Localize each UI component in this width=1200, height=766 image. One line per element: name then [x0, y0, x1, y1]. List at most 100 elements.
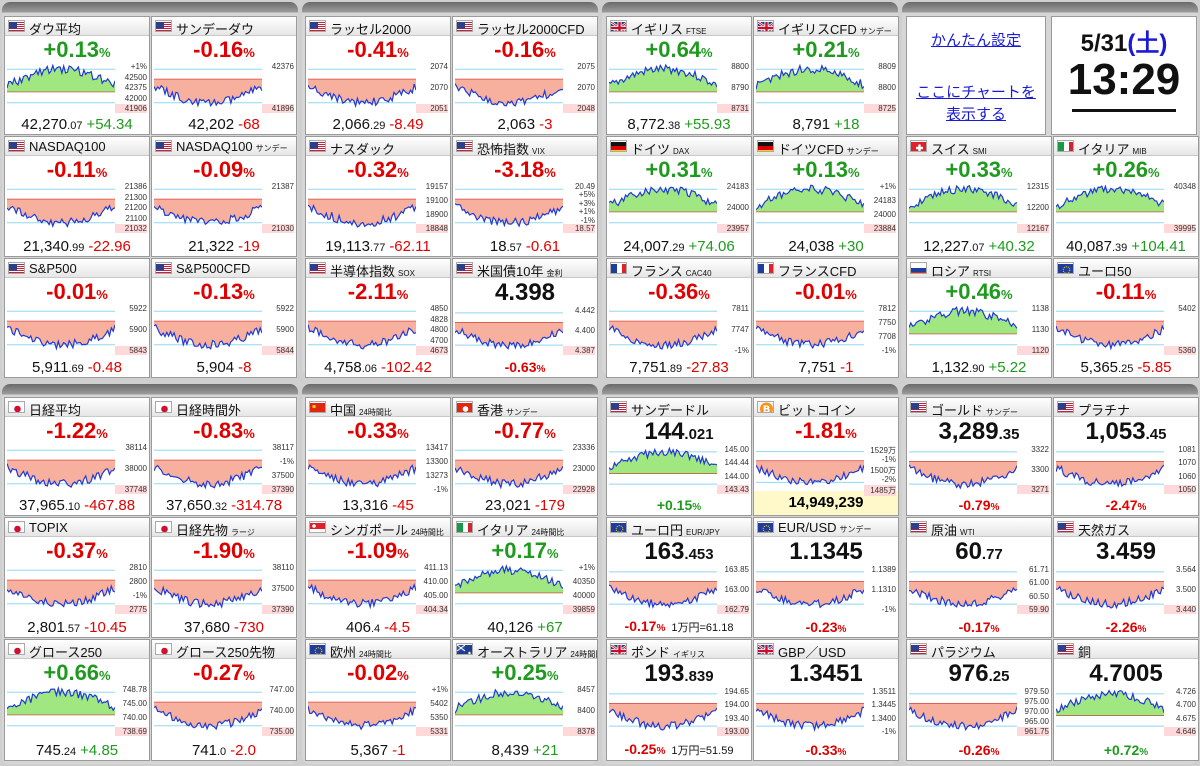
change-percent: +0.33% — [945, 157, 1013, 182]
market-tile[interactable]: ゴールド サンデー 3,289.35 -0.79% 3322 3300 3271 — [906, 397, 1052, 516]
market-tile[interactable]: パラジウム 976.25 -0.26% 979.50 975.00 970.00 965… — [906, 639, 1052, 761]
market-tile[interactable]: グロース250先物 -0.27% 741.0 -2.0 747.00 740.00 73… — [151, 639, 297, 761]
tile-title: 中国 24時間比 — [330, 403, 392, 417]
axis-tick-label: 740.00 — [122, 713, 147, 722]
market-tile[interactable]: サンデードル 144.021 +0.15% 145.00 144.44 144.00 1… — [606, 397, 752, 516]
axis-tick-label: 194.65 — [724, 687, 749, 696]
market-tile[interactable]: プラチナ 1,053.45 -2.47% 1081 1070 1060 1050 — [1053, 397, 1199, 516]
market-tile[interactable]: NASDAQ100 -0.11% 21,340.99 -22.96 21386 213… — [4, 136, 150, 257]
axis-tick-label: 740.00 — [269, 706, 294, 715]
easy-settings-link[interactable]: かんたん設定 — [930, 32, 1021, 49]
tile-header: 中国 24時間比 — [306, 398, 450, 417]
market-tile[interactable]: ナスダック -0.32% 19,113.77 -62.11 19157 19100 18… — [305, 136, 451, 257]
uk-flag-icon — [610, 643, 627, 655]
market-tile[interactable]: TOPIX -0.37% 2,801.57 -10.45 2810 2800 -1% 27… — [4, 517, 150, 638]
add-chart-link[interactable]: ここにチャートを — [916, 84, 1036, 101]
market-tile[interactable]: 恐怖指数 VIX -3.18% 18.57 -0.61 20.49 +5% +3% +1% -… — [452, 136, 598, 257]
price-chart — [909, 451, 1017, 490]
change-percent: -2.26% — [1105, 619, 1147, 635]
tile-header: EUR/USD サンデー — [754, 518, 898, 537]
market-tile[interactable]: 銅 4.7005 +0.72% 4.726 4.700 4.675 4.646 — [1053, 639, 1199, 761]
axis-tick-label: 961.75 — [1017, 727, 1049, 736]
tile-title: サンデーダウ — [176, 22, 255, 36]
market-tile[interactable]: S&P500CFD -0.13% 5,904 -8 5922 5900 5844 — [151, 258, 297, 378]
market-tile[interactable]: 中国 24時間比 -0.33% 13,316 -45 13417 13300 13273 -… — [305, 397, 451, 516]
axis-tick-label: 1060 — [1178, 472, 1196, 481]
price-chart — [909, 305, 1017, 346]
market-tile[interactable]: 日経時間外 -0.83% 37,650.32 -314.78 38117 -1% 375… — [151, 397, 297, 516]
market-tile[interactable]: 半導体指数 SOX -2.11% 4,758.06 -102.42 4850 4828 4… — [305, 258, 451, 378]
market-tile[interactable]: シンガポール 24時間比 -1.09% 406.4 -4.5 411.13 410.00… — [305, 517, 451, 638]
market-tile[interactable]: ドイツCFD サンデー +0.13% 24,038 +30 +1% 24183 24000… — [753, 136, 899, 257]
market-tile[interactable]: 原油 WTI 60.77 -0.17% 61.71 61.00 60.50 59.90 — [906, 517, 1052, 638]
axis-tick-label: 42500 — [124, 73, 147, 82]
market-tile[interactable]: フランスCFD -0.01% 7,751 -1 7812 7750 7708 -1% — [753, 258, 899, 378]
price-chart — [455, 68, 563, 107]
market-tile[interactable]: 日経平均 -1.22% 37,965.10 -467.88 38114 38000 37… — [4, 397, 150, 516]
price-line: 24,038 +30 — [788, 238, 864, 255]
change-percent: -0.16% — [193, 37, 255, 62]
ru-flag-icon — [910, 262, 927, 274]
axis-tick-label: 970.00 — [1024, 707, 1049, 716]
market-tile[interactable]: S&P500 -0.01% 5,911.69 -0.48 5922 5900 5843 — [4, 258, 150, 378]
market-tile[interactable]: ユーロ円 EUR/JPY 163.453 -0.17% 1万円=61.18 163.8… — [606, 517, 752, 638]
price-chart — [455, 312, 563, 350]
axis-tick-label: +3% — [578, 199, 595, 208]
market-tile[interactable]: ポンド イギリス 193.839 -0.25% 1万円=51.59 194.65 194… — [606, 639, 752, 761]
market-tile[interactable]: イギリスCFD サンデー +0.21% 8,791 +18 8809 8800 8725 — [753, 16, 899, 135]
change-percent: +0.25% — [491, 660, 559, 685]
axis-tick-label: 7708 — [878, 332, 896, 341]
market-tile[interactable]: EUR/USD サンデー 1.1345 -0.23% 1.1389 1.1310 -1% — [753, 517, 899, 638]
market-tile[interactable]: 天然ガス 3.459 -2.26% 3.564 3.500 3.440 — [1053, 517, 1199, 638]
axis-tick-label: 12167 — [1017, 224, 1049, 233]
change-percent: -0.27% — [193, 660, 255, 685]
price-line: 4,758.06 -102.42 — [324, 359, 432, 376]
axis-tick-label: 40000 — [572, 591, 595, 600]
axis-tick-label: 38114 — [125, 443, 147, 452]
market-tile[interactable]: ドイツ DAX +0.31% 24,007.29 +74.06 24183 24000 2… — [606, 136, 752, 257]
market-tile[interactable]: イタリア MIB +0.26% 40,087.39 +104.41 40348 3999… — [1053, 136, 1199, 257]
market-tile[interactable]: 日経先物 ラージ -1.90% 37,680 -730 38110 37500 37390 — [151, 517, 297, 638]
market-tile[interactable]: 米国債10年 金利 4.398 -0.63% 4.442 4.400 4.387 — [452, 258, 598, 378]
axis-tick-label: 162.79 — [717, 605, 749, 614]
tile-title: 銅 — [1078, 645, 1092, 659]
tile-header: ロシア RTSI — [907, 259, 1051, 278]
market-tile[interactable]: スイス SMI +0.33% 12,227.07 +40.32 12315 12200 1… — [906, 136, 1052, 257]
market-tile[interactable]: ラッセル2000 -0.41% 2,066.29 -8.49 2074 2070 205… — [305, 16, 451, 135]
axis-tick-label: 2075 — [577, 62, 595, 71]
tile-title: ユーロ50 — [1078, 264, 1132, 278]
price-chart — [1056, 451, 1164, 488]
eu-flag-icon — [309, 643, 326, 655]
market-tile[interactable]: サンデーダウ -0.16% 42,202 -68 42376 41896 — [151, 16, 297, 135]
axis-tick-label: -1% — [734, 346, 749, 355]
tile-header: 欧州 24時間比 — [306, 640, 450, 659]
axis-tick-label: 2048 — [563, 104, 595, 113]
market-tile[interactable]: NASDAQ100 サンデー -0.09% 21,322 -19 21387 21030 — [151, 136, 297, 257]
market-tile[interactable]: ロシア RTSI +0.46% 1,132.90 +5.22 1138 1130 1120 — [906, 258, 1052, 378]
tile-header: グロース250先物 — [152, 640, 296, 659]
market-tile[interactable]: B ビットコイン -1.81% 14,949,239 1529万 -1% 1500万 -… — [753, 397, 899, 516]
change-percent: -0.41% — [347, 37, 409, 62]
axis-tick-label: 411.13 — [424, 563, 448, 572]
market-tile[interactable]: GBP／USD 1.3451 -0.33% 1.3511 1.3445 1.3400 -… — [753, 639, 899, 761]
market-tile[interactable]: ラッセル2000CFD -0.16% 2,063 -3 2075 2070 2048 — [452, 16, 598, 135]
market-tile[interactable]: イタリア 24時間比 +0.17% 40,126 +67 +1% 40350 40000 3… — [452, 517, 598, 638]
price-value: 3,289.35 — [938, 418, 1020, 445]
market-tile[interactable]: イギリス FTSE +0.64% 8,772.38 +55.93 8800 8790 87… — [606, 16, 752, 135]
market-tile[interactable]: 香港 サンデー -0.77% 23,021 -179 23336 23000 22928 — [452, 397, 598, 516]
add-chart-link-2[interactable]: 表示する — [945, 106, 1006, 123]
axis-tick-label: 37748 — [115, 485, 147, 494]
market-tile[interactable]: 欧州 24時間比 -0.02% 5,367 -1 +1% 5402 5350 5331 — [305, 639, 451, 761]
axis-tick-label: 2800 — [129, 577, 147, 586]
market-tile[interactable]: ダウ平均 +0.13% 42,270.07 +54.34 +1% 42500 42375… — [4, 16, 150, 135]
price-chart — [308, 691, 416, 731]
market-tile[interactable]: オーストラリア24時間比 +0.25% 8,439+21 8457 8400 8378 — [452, 639, 598, 761]
axis-tick-label: 144.00 — [724, 472, 749, 481]
tile-header: イギリス FTSE — [607, 17, 751, 36]
tile-title: シンガポール 24時間比 — [330, 523, 444, 537]
market-tile[interactable]: ユーロ50 -0.11% 5,365.25 -5.85 5402 5360 — [1053, 258, 1199, 378]
axis-tick-label: 39859 — [563, 605, 595, 614]
market-tile[interactable]: グロース250 +0.66% 745.24 +4.85 748.78 745.00 74… — [4, 639, 150, 761]
market-tile[interactable]: フランス CAC40 -0.36% 7,751.89 -27.83 7811 7747 -… — [606, 258, 752, 378]
axis-tick-label: -1% — [132, 591, 147, 600]
